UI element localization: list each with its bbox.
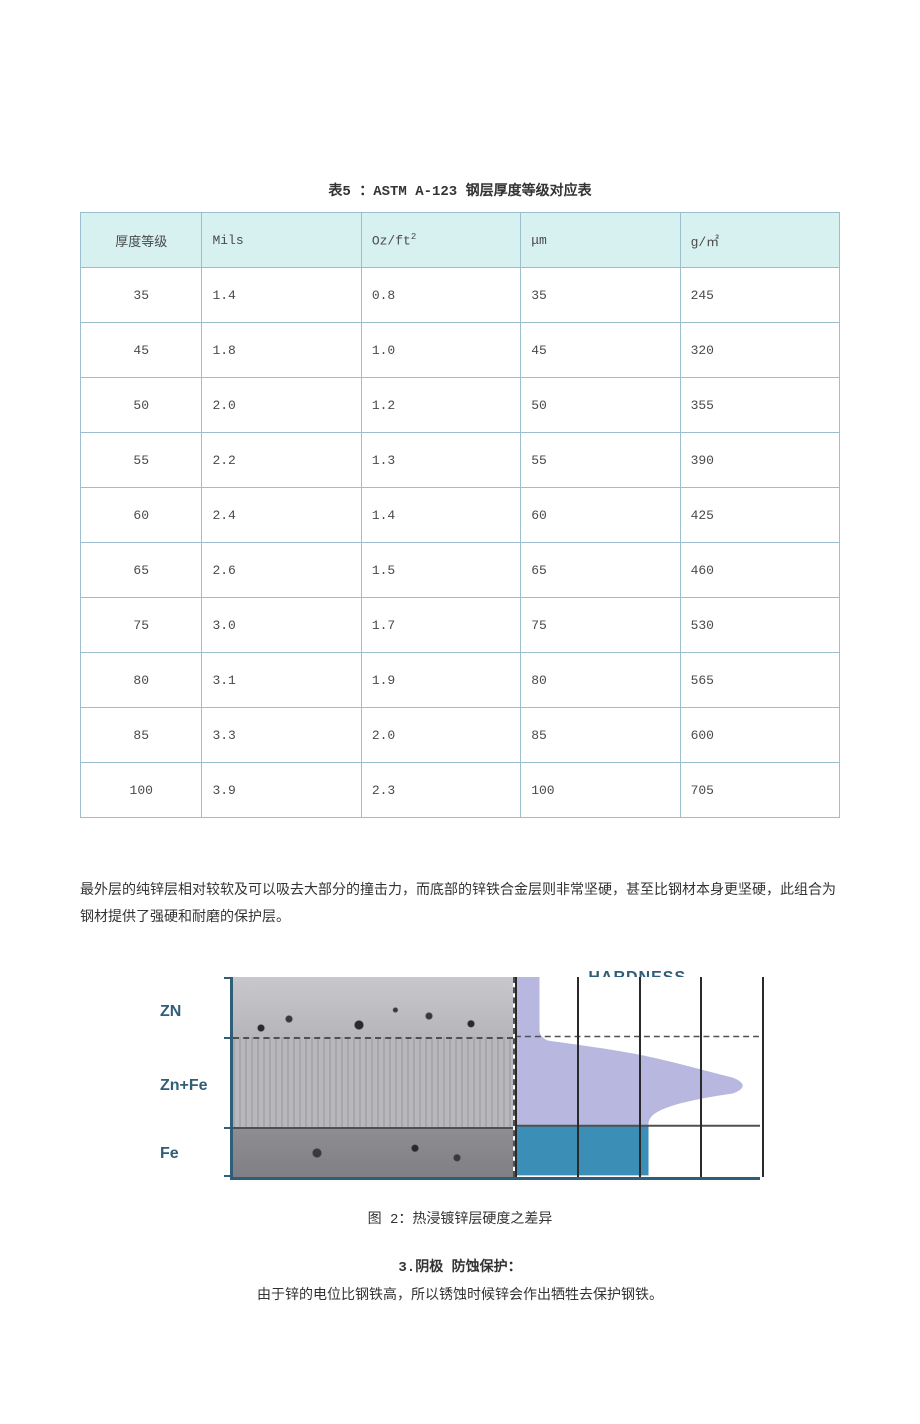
table-row: 552.21.355390	[81, 433, 840, 488]
table-cell: 2.6	[202, 543, 361, 598]
table-cell: 1.8	[202, 323, 361, 378]
section3-head: 3.阴极 防蚀保护：	[80, 1256, 840, 1276]
micrograph-znfe	[233, 1037, 513, 1129]
table-cell: 390	[680, 433, 839, 488]
table-cell: 320	[680, 323, 839, 378]
hardness-gridline	[700, 977, 702, 1177]
table-cell: 45	[521, 323, 680, 378]
table-cell: 100	[81, 763, 202, 818]
table-cell: 50	[521, 378, 680, 433]
table-cell: 50	[81, 378, 202, 433]
section3-body: 由于锌的电位比钢铁高，所以锈蚀时候锌会作出牺牲去保护钢铁。	[80, 1284, 840, 1304]
col-header-gm2: g/㎡	[680, 213, 839, 268]
micrograph-zn	[233, 977, 513, 1037]
table-cell: 1.4	[361, 488, 520, 543]
table-head: 厚度等级 Mils Oz/ft2 μm g/㎡	[81, 213, 840, 268]
table-cell: 1.9	[361, 653, 520, 708]
table-cell: 75	[81, 598, 202, 653]
table-body: 351.40.835245451.81.045320502.01.2503555…	[81, 268, 840, 818]
table-row: 602.41.460425	[81, 488, 840, 543]
table-cell: 3.0	[202, 598, 361, 653]
hardness-gridline	[762, 977, 764, 1177]
table-cell: 35	[81, 268, 202, 323]
col-header-grade: 厚度等级	[81, 213, 202, 268]
table-cell: 85	[521, 708, 680, 763]
table-row: 351.40.835245	[81, 268, 840, 323]
axis-horizontal	[230, 1177, 760, 1180]
micrograph	[233, 977, 515, 1177]
hardness-fill-lower	[515, 1126, 649, 1176]
table-cell: 1.7	[361, 598, 520, 653]
table-cell: 65	[81, 543, 202, 598]
table-cell: 1.2	[361, 378, 520, 433]
table-cell: 80	[81, 653, 202, 708]
table-cell: 3.1	[202, 653, 361, 708]
table-cell: 600	[680, 708, 839, 763]
hardness-diagram: HARDNESS HV VALUES 50 100 150 200 250 ZN…	[160, 977, 760, 1180]
table-cell: 565	[680, 653, 839, 708]
table-cell: 2.4	[202, 488, 361, 543]
table-cell: 3.9	[202, 763, 361, 818]
hardness-gridline	[639, 977, 641, 1177]
table-cell: 705	[680, 763, 839, 818]
col-header-ozft2: Oz/ft2	[361, 213, 520, 268]
table-row: 853.32.085600	[81, 708, 840, 763]
hardness-curve	[515, 977, 760, 1175]
table-cell: 65	[521, 543, 680, 598]
layer-label-fe: Fe	[160, 1145, 179, 1163]
micrograph-fe	[233, 1127, 513, 1177]
table-cell: 355	[680, 378, 839, 433]
layer-label-znfe: Zn+Fe	[160, 1077, 208, 1095]
table-cell: 85	[81, 708, 202, 763]
layer-labels-col: ZN Zn+Fe Fe	[160, 977, 230, 1177]
thickness-grade-table: 厚度等级 Mils Oz/ft2 μm g/㎡ 351.40.835245451…	[80, 212, 840, 818]
table-cell: 45	[81, 323, 202, 378]
table-cell: 530	[680, 598, 839, 653]
table-row: 803.11.980565	[81, 653, 840, 708]
table-cell: 100	[521, 763, 680, 818]
table-cell: 1.4	[202, 268, 361, 323]
table-cell: 2.0	[361, 708, 520, 763]
col-header-um: μm	[521, 213, 680, 268]
table-row: 753.01.775530	[81, 598, 840, 653]
table-title: 表5 ：ASTM A-123 钢层厚度等级对应表	[80, 180, 840, 200]
table-row: 451.81.045320	[81, 323, 840, 378]
table-cell: 2.3	[361, 763, 520, 818]
table-cell: 3.3	[202, 708, 361, 763]
table-cell: 60	[81, 488, 202, 543]
table-cell: 55	[521, 433, 680, 488]
table-cell: 1.5	[361, 543, 520, 598]
table-cell: 60	[521, 488, 680, 543]
table-cell: 425	[680, 488, 839, 543]
hardness-gridline	[515, 977, 517, 1177]
hardness-fill-upper	[515, 977, 743, 1126]
table-cell: 1.0	[361, 323, 520, 378]
table-cell: 55	[81, 433, 202, 488]
table-cell: 2.2	[202, 433, 361, 488]
table-cell: 2.0	[202, 378, 361, 433]
table-cell: 460	[680, 543, 839, 598]
hardness-gridline	[577, 977, 579, 1177]
table-cell: 1.3	[361, 433, 520, 488]
table-cell: 80	[521, 653, 680, 708]
table-row: 1003.92.3100705	[81, 763, 840, 818]
paragraph-layer-description: 最外层的纯锌层相对较软及可以吸去大部分的撞击力，而底部的锌铁合金层则非常坚硬，甚…	[80, 878, 840, 931]
table-cell: 75	[521, 598, 680, 653]
document-page: 表5 ：ASTM A-123 钢层厚度等级对应表 厚度等级 Mils Oz/ft…	[80, 0, 840, 1424]
hardness-chart	[515, 977, 760, 1177]
col-header-mils: Mils	[202, 213, 361, 268]
table-cell: 0.8	[361, 268, 520, 323]
figure-caption: 图 2：热浸镀锌层硬度之差异	[80, 1208, 840, 1228]
table-cell: 35	[521, 268, 680, 323]
table-row: 502.01.250355	[81, 378, 840, 433]
table-row: 652.61.565460	[81, 543, 840, 598]
table-cell: 245	[680, 268, 839, 323]
layer-label-zn: ZN	[160, 1003, 181, 1021]
